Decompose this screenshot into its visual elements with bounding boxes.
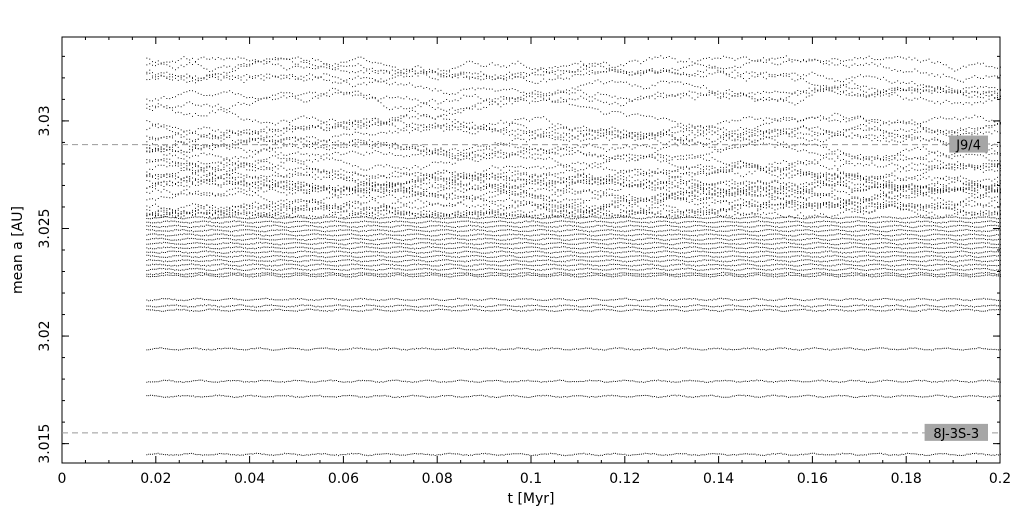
chaotic-track — [146, 179, 1001, 219]
stable-track — [146, 379, 1001, 383]
stable-track — [146, 254, 1001, 259]
stable-track — [146, 220, 1001, 224]
x-tick-label: 0.02 — [140, 471, 171, 487]
chaotic-track — [146, 186, 1001, 218]
x-tick-label: 0.04 — [234, 471, 265, 487]
y-tick-label: 3.015 — [37, 424, 53, 464]
chaotic-track — [146, 169, 1001, 200]
plot-frame — [61, 36, 1001, 464]
x-tick-label: 0 — [58, 471, 67, 487]
stable-track — [146, 228, 1001, 233]
stable-track — [146, 259, 1001, 263]
chaotic-track — [146, 55, 1001, 81]
chaotic-track — [146, 63, 1001, 96]
stable-track — [146, 274, 1001, 278]
y-tick-label: 3.03 — [37, 105, 53, 136]
chaotic-track — [146, 202, 1001, 219]
x-tick-label: 0.14 — [703, 471, 734, 487]
x-tick-label: 0.06 — [328, 471, 359, 487]
chaotic-track — [146, 87, 1001, 112]
x-tick-label: 0.18 — [891, 471, 922, 487]
x-axis-label: t [Myr] — [508, 491, 555, 507]
stable-track — [146, 241, 1001, 246]
y-tick-label: 3.02 — [37, 320, 53, 351]
stable-track — [146, 347, 1001, 351]
chaotic-track — [146, 118, 1001, 147]
chaotic-track — [146, 69, 1001, 106]
chaotic-track — [146, 157, 1001, 191]
y-axis-ticks: 3.015 3.02 3.025 3.03 — [37, 55, 1000, 464]
resonance-label-bg — [949, 135, 988, 153]
chaotic-track — [146, 163, 1001, 194]
stable-track — [146, 224, 1001, 229]
chaotic-track — [146, 115, 1001, 145]
stable-track — [146, 304, 1001, 308]
chaotic-track — [146, 150, 1001, 197]
stable-track — [146, 267, 1001, 272]
chaotic-track — [146, 177, 1001, 209]
stable-track — [146, 250, 1001, 254]
chaotic-track — [146, 174, 1001, 218]
chaotic-track — [146, 90, 1001, 128]
chaotic-track — [146, 139, 1001, 181]
resonance-label: J9/4 — [955, 139, 981, 154]
chaotic-track — [146, 56, 1001, 83]
chaotic-track — [146, 158, 1001, 190]
stable-track — [146, 452, 1001, 457]
chaotic-track — [146, 79, 1001, 126]
chaotic-track — [146, 148, 1001, 178]
resonance-lines: J9/4 8J-3S-3 — [62, 135, 1000, 442]
stable-track — [146, 263, 1001, 267]
stable-track — [146, 246, 1001, 250]
x-tick-label: 0.16 — [797, 471, 828, 487]
chaotic-track — [146, 57, 1001, 94]
y-tick-label: 3.025 — [37, 208, 53, 248]
x-tick-label: 0.08 — [422, 471, 453, 487]
chaotic-track — [146, 136, 1001, 161]
x-axis-ticks: 0 0.02 0.04 0.06 0.08 0.1 0.12 0.14 0.16 0.18 0.2 — [58, 37, 1011, 487]
stable-track — [146, 216, 1001, 220]
stable-track — [146, 271, 1001, 276]
stable-track — [146, 394, 1001, 398]
stable-track — [146, 237, 1001, 241]
resonance-label: 8J-3S-3 — [933, 427, 979, 442]
chaotic-track — [146, 120, 1001, 156]
chaotic-track — [146, 122, 1001, 161]
chaotic-track — [146, 184, 1001, 218]
chaotic-track — [146, 112, 1001, 148]
chaotic-track — [146, 196, 1001, 219]
chaotic-track — [146, 163, 1001, 198]
stable-track — [146, 308, 1001, 312]
chaotic-track — [146, 168, 1001, 216]
x-tick-label: 0.12 — [609, 471, 640, 487]
x-tick-label: 0.2 — [989, 471, 1011, 487]
chaotic-track — [146, 130, 1001, 162]
stable-track — [146, 297, 1001, 302]
chaotic-track — [146, 160, 1001, 218]
x-tick-label: 0.1 — [520, 471, 542, 487]
stable-track — [146, 233, 1001, 237]
data-points — [146, 55, 1001, 457]
y-axis-label: mean a [AU] — [10, 206, 26, 294]
chaotic-track — [146, 182, 1001, 219]
chaotic-track — [146, 184, 1001, 217]
resonance-label-bg — [924, 423, 988, 441]
